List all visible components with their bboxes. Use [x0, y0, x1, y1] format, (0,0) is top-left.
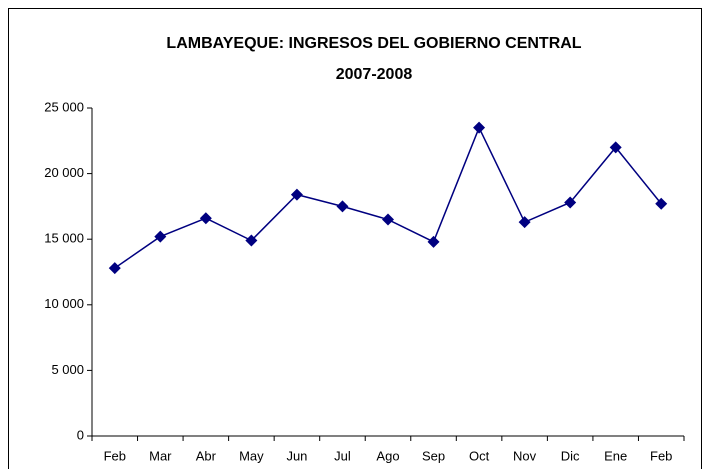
- chart-title: LAMBAYEQUE: INGRESOS DEL GOBIERNO CENTRA…: [166, 35, 581, 52]
- x-tick-label: Feb: [104, 448, 126, 463]
- chart-subtitle: 2007-2008: [336, 66, 413, 83]
- x-tick-label: Abr: [196, 448, 217, 463]
- data-point: [154, 230, 167, 243]
- x-tick-label: Oct: [469, 448, 490, 463]
- y-tick-label: 15 000: [44, 231, 84, 246]
- x-tick-label: May: [239, 448, 264, 463]
- x-tick-label: Nov: [513, 448, 537, 463]
- y-tick-label: 25 000: [44, 99, 84, 114]
- y-tick-label: 5 000: [51, 362, 84, 377]
- x-tick-label: Ago: [376, 448, 399, 463]
- data-point: [336, 200, 349, 213]
- x-tick-label: Ene: [604, 448, 627, 463]
- x-tick-label: Sep: [422, 448, 445, 463]
- data-point: [199, 212, 212, 225]
- x-tick-label: Dic: [561, 448, 580, 463]
- y-tick-label: 20 000: [44, 165, 84, 180]
- chart-frame: [8, 8, 702, 469]
- data-point: [655, 197, 668, 210]
- data-point: [245, 234, 258, 247]
- y-tick-label: 0: [77, 427, 84, 442]
- data-point: [518, 216, 531, 229]
- x-tick-label: Jun: [286, 448, 307, 463]
- data-point: [382, 213, 394, 226]
- x-tick-label: Feb: [650, 448, 672, 463]
- data-point: [609, 141, 622, 154]
- y-tick-label: 10 000: [44, 296, 84, 311]
- data-point: [564, 196, 577, 209]
- x-tick-label: Jul: [334, 448, 351, 463]
- x-tick-label: Mar: [149, 448, 172, 463]
- data-point: [290, 188, 303, 201]
- data-point: [108, 262, 121, 275]
- data-point: [473, 121, 486, 134]
- data-point: [427, 235, 440, 248]
